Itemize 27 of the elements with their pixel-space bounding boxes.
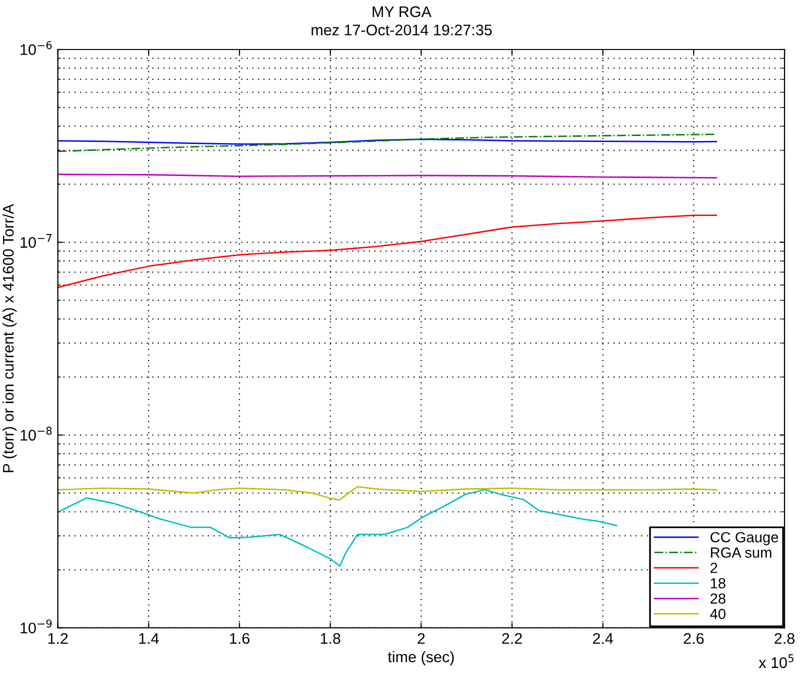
y-tick-label: 10$^{−9}$ (20, 619, 52, 634)
y-axis-title: P (torr) or ion current (A) x 41600 Torr/A (2, 204, 17, 472)
chart-title: MY RGA (372, 6, 432, 18)
x-tick-label: 2.6 (684, 633, 704, 644)
x-tick-label: 2.2 (502, 633, 522, 644)
x-tick-label: 2.4 (593, 633, 614, 644)
legend-label: 28 (710, 593, 726, 604)
legend-label: CC Gauge (710, 532, 778, 546)
line-series (58, 486, 718, 501)
y-tick-label: 10$^{−7}$ (20, 234, 52, 248)
legend-label: 2 (710, 562, 718, 573)
line-series (60, 488, 618, 567)
x-tick-label: 1.2 (48, 633, 68, 644)
legend-label: 40 (710, 608, 726, 620)
x-tick-label: 1.4 (139, 633, 159, 644)
x-tick-label: 1.6 (230, 633, 250, 644)
chart-subtitle: mez 17-Oct-2014 19:27:35 (312, 24, 492, 36)
y-tick-label: 10$^{−8}$ (20, 426, 52, 441)
line-series (58, 214, 718, 288)
legend-label: 18 (710, 578, 726, 588)
x-tick-label: 2.8 (774, 633, 794, 644)
x-tick-label: 2 (418, 633, 425, 644)
x-axis-title: time (sec) (388, 651, 454, 666)
legend-label: RGA sum (710, 547, 772, 558)
y-tick-label: 10$^{−6}$ (20, 41, 52, 56)
x-tick-label: 1.8 (320, 633, 340, 644)
text: x 10$^{5}$ (758, 654, 794, 668)
